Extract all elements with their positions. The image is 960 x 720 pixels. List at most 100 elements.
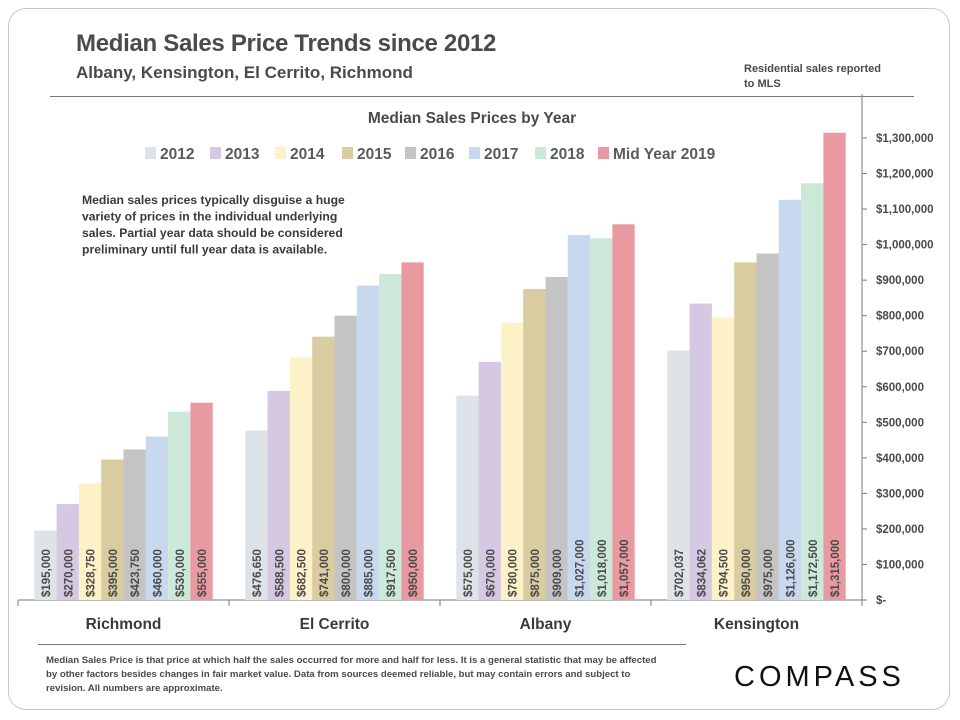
bar [667,350,690,600]
legend-label: 2016 [420,146,455,163]
annotation-text: Median sales prices typically disguise a… [82,193,345,257]
bar-value-label: $476,650 [252,549,264,597]
bar-value-label: $1,057,000 [619,539,631,597]
bar-value-label: $575,000 [463,549,475,597]
bar-value-label: $588,500 [274,549,286,597]
bar-value-label: $682,500 [297,549,309,597]
bar [756,253,779,600]
chart-title: Median Sales Prices by Year [368,110,576,127]
y-tick-label: $200,000 [876,524,924,536]
bar [245,430,268,600]
bar [78,483,102,600]
bar-value-label: $460,000 [152,549,164,597]
footer-divider [38,644,686,645]
legend-label: Mid Year 2019 [613,146,716,163]
bar-value-label: $909,000 [552,549,564,597]
legend-label: 2017 [484,146,518,163]
bar [734,262,757,600]
bar [523,289,546,600]
bar [145,436,169,600]
source-note: Residential sales reported to MLS [744,63,881,90]
bar [190,402,213,600]
legend-swatch [469,147,480,159]
bar-value-label: $1,172,500 [808,539,820,597]
bar-value-label: $875,000 [530,549,542,597]
bar [823,132,846,600]
bar-value-label: $1,126,000 [785,539,797,597]
bar-value-label: $670,000 [485,549,497,597]
y-tick-label: $1,200,000 [876,169,934,181]
bar-value-label: $555,000 [197,549,209,597]
bar [401,262,424,600]
bar [711,317,735,600]
bar [334,315,357,600]
bar [123,449,146,600]
legend-swatch [405,147,416,159]
bar [168,411,191,600]
bar-value-label: $975,000 [763,549,775,597]
y-tick-label: $400,000 [876,453,924,465]
bar [590,238,613,601]
compass-logo: COMPASS [734,661,905,693]
category-label: Kensington [714,616,799,633]
legend-label: 2013 [225,146,260,163]
bar [267,390,290,600]
y-tick-label: $- [876,595,886,607]
legend-swatch [210,147,221,159]
y-tick-label: $1,300,000 [876,133,934,145]
y-tick-label: $100,000 [876,559,924,571]
bar-value-label: $794,500 [719,549,731,597]
bar-value-label: $328,750 [86,549,98,597]
bar [567,235,591,600]
legend-label: 2018 [550,146,585,163]
bar-value-label: $1,027,000 [574,539,586,597]
bar-value-label: $530,000 [175,549,187,597]
slide-frame [8,8,950,710]
footnote: Median Sales Price is that price at whic… [46,655,657,694]
bar [34,530,57,600]
y-tick-label: $600,000 [876,382,924,394]
bar [456,395,479,600]
bar [289,357,313,600]
bar-value-label: $395,000 [108,549,120,597]
bar [500,322,524,600]
bar-value-label: $270,000 [63,549,75,597]
y-tick-label: $1,000,000 [876,240,934,252]
bar [101,459,124,600]
legend-swatch [145,147,156,159]
bar-value-label: $1,018,000 [597,539,609,597]
logo-text: COMPASS [734,661,905,693]
bar-value-label: $950,000 [741,549,753,597]
bar [545,276,568,600]
bar [356,285,380,600]
bar-value-label: $834,062 [696,549,708,597]
category-label: El Cerrito [300,616,370,633]
bar-value-label: $195,000 [41,549,53,597]
legend-swatch [342,147,353,159]
y-tick-label: $900,000 [876,275,924,287]
bar [778,199,802,601]
header-divider [50,96,914,97]
y-tick-label: $300,000 [876,488,924,500]
bar-value-label: $950,000 [408,549,420,597]
bar-value-label: $423,750 [130,549,142,597]
y-tick-label: $700,000 [876,346,924,358]
bar-value-label: $741,000 [319,549,331,597]
legend-label: 2012 [160,146,194,163]
page-title: Median Sales Price Trends since 2012 [76,30,497,57]
bar [478,361,501,600]
bar-value-label: $885,000 [363,549,375,597]
category-label: Albany [520,616,572,633]
bar-value-label: $702,037 [674,549,686,597]
legend-swatch [275,147,286,159]
bar-value-label: $780,000 [508,549,520,597]
y-tick-label: $1,100,000 [876,204,934,216]
y-tick-label: $500,000 [876,417,924,429]
bar [801,183,824,601]
bar [612,224,635,600]
bar-value-label: $800,000 [341,549,353,597]
bar [689,303,712,600]
bar [312,336,335,600]
legend-swatch [598,147,609,159]
